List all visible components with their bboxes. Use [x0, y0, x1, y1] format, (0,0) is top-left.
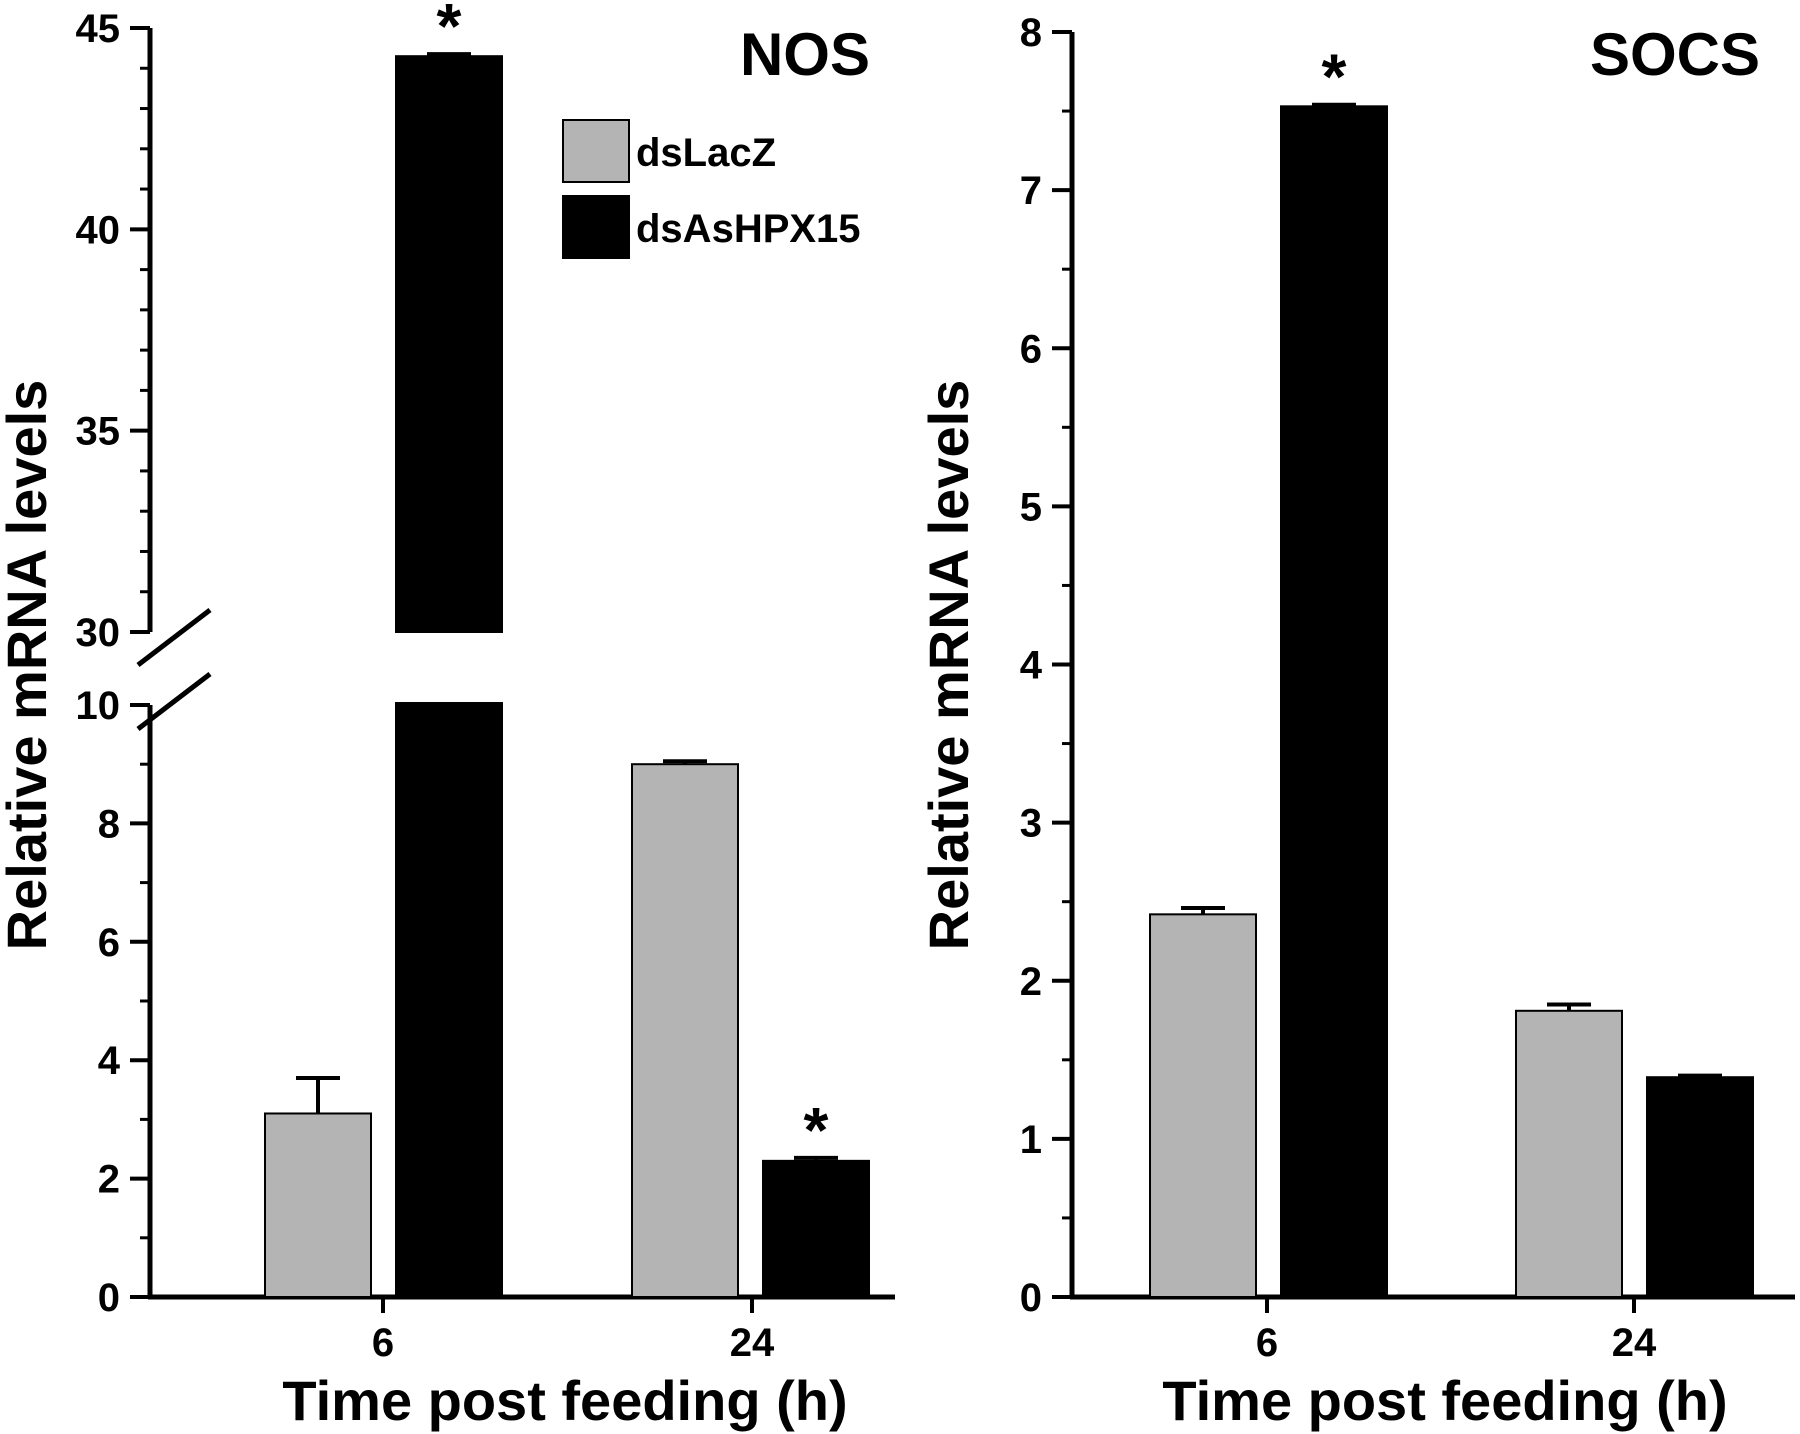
- nos-tick-label: 2: [98, 1158, 120, 1202]
- nos-bar-dsLacZ-24: [631, 763, 739, 1298]
- nos-bar-dsLacZ-6: [264, 1112, 372, 1298]
- nos-tick-label: 35: [76, 410, 121, 454]
- nos-tick-label: 40: [76, 208, 121, 252]
- nos-significance-star: *: [437, 0, 462, 62]
- socs-y-axis-title: Relative mRNA levels: [917, 380, 980, 951]
- socs-tick-label: 2: [1020, 960, 1042, 1004]
- nos-tick-label: 4: [98, 1039, 121, 1083]
- socs-significance-star: *: [1322, 41, 1347, 113]
- nos-break-mark-upper: [136, 608, 212, 667]
- nos-bar-dsAsHPX15-6-upper: [395, 55, 503, 634]
- nos-category-label: 6: [372, 1321, 394, 1365]
- nos-y-axis-title: Relative mRNA levels: [0, 380, 58, 951]
- nos-tick-label: 10: [76, 684, 121, 728]
- nos-bar-dsAsHPX15-6-lower: [395, 702, 503, 1298]
- nos-panel-title: NOS: [740, 21, 870, 88]
- nos-break-mark-lower: [136, 672, 212, 731]
- legend-label-dsAsHPX15: dsAsHPX15: [636, 207, 861, 251]
- socs-category-label: 24: [1612, 1321, 1657, 1365]
- socs-tick-label: 3: [1020, 802, 1042, 846]
- socs-tick-label: 4: [1020, 644, 1043, 688]
- nos-tick-label: 45: [76, 7, 121, 51]
- socs-tick-label: 1: [1020, 1118, 1042, 1162]
- socs-bar-dsAsHPX15-6: [1280, 105, 1388, 1299]
- nos-tick-label: 6: [98, 921, 120, 965]
- socs-tick-label: 6: [1020, 327, 1042, 371]
- socs-tick-label: 0: [1020, 1276, 1042, 1320]
- socs-tick-label: 8: [1020, 11, 1042, 55]
- socs-bar-dsLacZ-24: [1515, 1009, 1623, 1298]
- socs-tick-label: 7: [1020, 169, 1042, 213]
- socs-category-label: 6: [1256, 1321, 1278, 1365]
- legend-label-dsLacZ: dsLacZ: [636, 131, 776, 175]
- nos-bar-dsAsHPX15-24: [762, 1159, 870, 1298]
- socs-x-axis-title: Time post feeding (h): [1162, 1369, 1727, 1432]
- socs-tick-label: 5: [1020, 485, 1042, 529]
- nos-tick-label: 0: [98, 1276, 120, 1320]
- nos-tick-label: 30: [76, 611, 121, 655]
- legend-swatch-dsLacZ: [562, 119, 630, 183]
- legend-swatch-dsAsHPX15: [562, 195, 630, 259]
- nos-category-label: 24: [730, 1321, 775, 1365]
- socs-panel-title: SOCS: [1590, 21, 1760, 88]
- nos-x-axis-title: Time post feeding (h): [282, 1369, 847, 1432]
- nos-tick-label: 8: [98, 802, 120, 846]
- socs-bar-dsAsHPX15-24: [1646, 1076, 1754, 1299]
- nos-significance-star: *: [804, 1094, 829, 1166]
- socs-bar-dsLacZ-6: [1149, 913, 1257, 1299]
